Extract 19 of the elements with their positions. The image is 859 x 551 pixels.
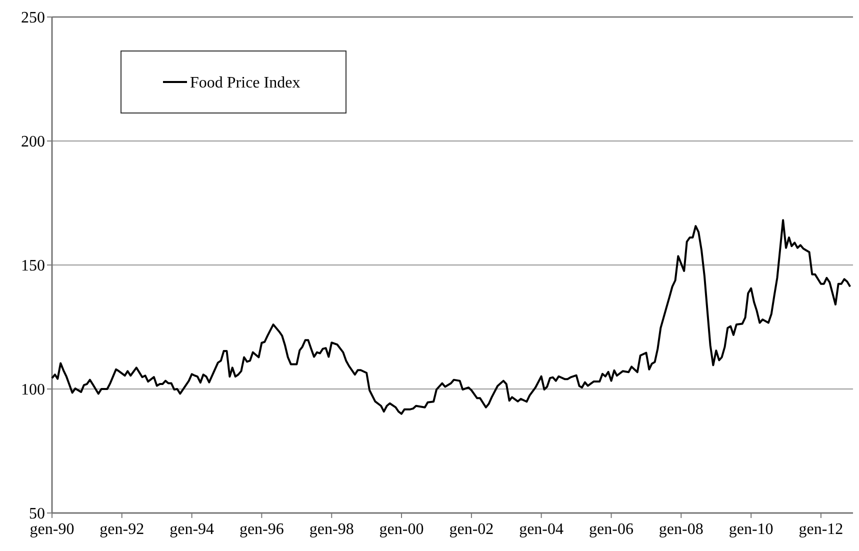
x-tick-label: gen-98 — [309, 521, 354, 538]
y-tick-label: 250 — [21, 10, 45, 27]
x-tick-label: gen-94 — [170, 521, 214, 538]
legend-label: Food Price Index — [190, 74, 300, 92]
x-tick-label: gen-04 — [519, 521, 564, 538]
y-tick-label: 200 — [21, 134, 45, 151]
x-tick-label: gen-90 — [30, 521, 74, 538]
x-tick-label: gen-08 — [658, 521, 704, 538]
x-tick-label: gen-00 — [379, 521, 424, 538]
x-tick-label: gen-02 — [449, 521, 494, 538]
line-series — [51, 219, 852, 415]
y-tick-label: 150 — [21, 258, 45, 275]
x-tick-label: gen-10 — [728, 521, 774, 538]
y-tick-label: 50 — [29, 506, 45, 523]
x-tick-label: gen-12 — [798, 521, 844, 538]
y-tick-label: 100 — [21, 382, 45, 399]
x-tick-label: gen-06 — [589, 521, 634, 538]
x-tick-label: gen-92 — [100, 521, 144, 538]
x-tick-label: gen-96 — [239, 521, 284, 538]
